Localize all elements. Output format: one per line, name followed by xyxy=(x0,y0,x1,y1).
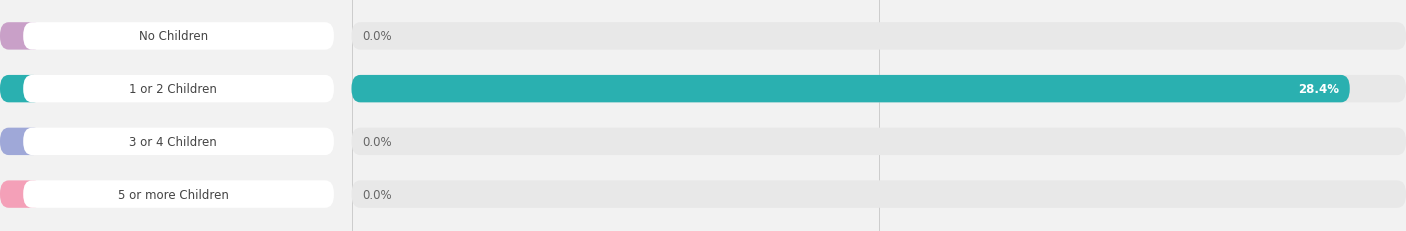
Text: No Children: No Children xyxy=(139,30,208,43)
FancyBboxPatch shape xyxy=(352,76,1350,103)
Text: 0.0%: 0.0% xyxy=(363,30,392,43)
Text: 3 or 4 Children: 3 or 4 Children xyxy=(129,135,217,148)
Text: 0.0%: 0.0% xyxy=(363,135,392,148)
FancyBboxPatch shape xyxy=(352,181,1406,208)
FancyBboxPatch shape xyxy=(352,128,1406,155)
FancyBboxPatch shape xyxy=(352,23,1406,50)
FancyBboxPatch shape xyxy=(0,23,42,50)
Text: 28.4%: 28.4% xyxy=(1298,83,1339,96)
Text: 5 or more Children: 5 or more Children xyxy=(118,188,229,201)
FancyBboxPatch shape xyxy=(352,76,1406,103)
FancyBboxPatch shape xyxy=(24,76,335,103)
Text: 0.0%: 0.0% xyxy=(363,188,392,201)
FancyBboxPatch shape xyxy=(24,181,335,208)
FancyBboxPatch shape xyxy=(0,76,42,103)
Text: 1 or 2 Children: 1 or 2 Children xyxy=(129,83,217,96)
FancyBboxPatch shape xyxy=(0,181,42,208)
FancyBboxPatch shape xyxy=(0,128,42,155)
FancyBboxPatch shape xyxy=(24,23,335,50)
FancyBboxPatch shape xyxy=(24,128,335,155)
